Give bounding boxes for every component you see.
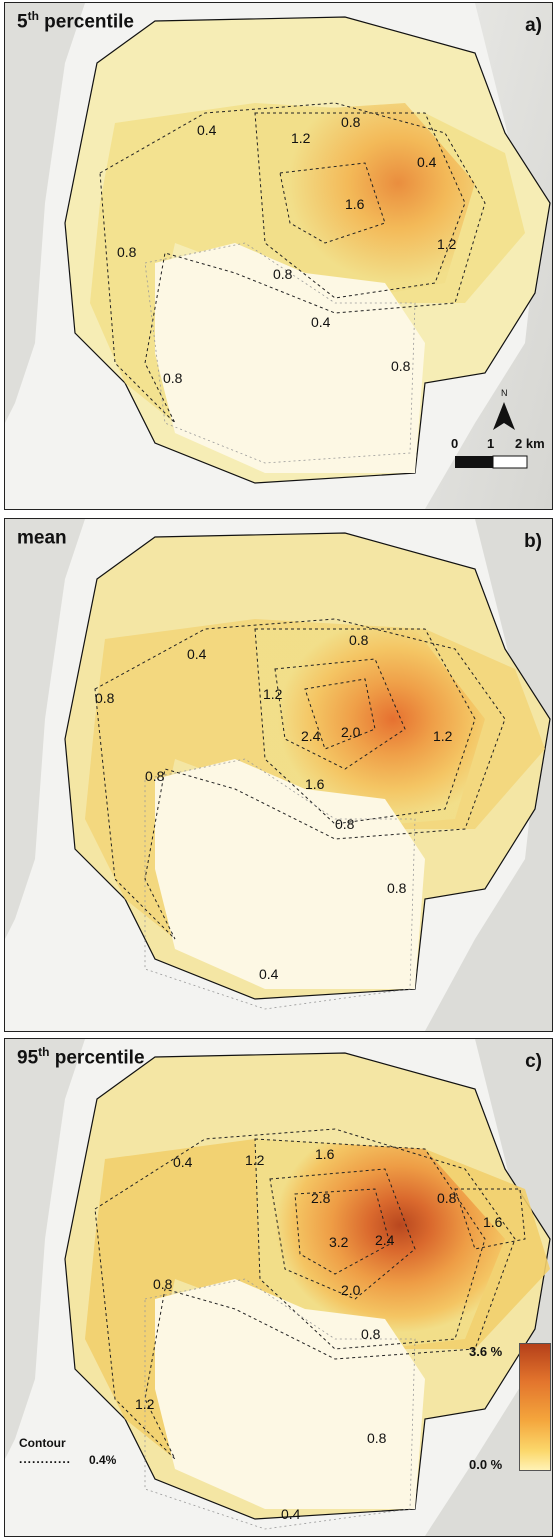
- contour-label: 2.4: [301, 728, 321, 744]
- risk-hotspot: [255, 103, 475, 303]
- bay-water: [155, 759, 425, 989]
- contour-label: 0.8: [387, 880, 407, 896]
- contour-label: 2.8: [311, 1190, 331, 1206]
- contour-label: 0.4: [281, 1506, 301, 1522]
- contour-label: 0.8: [391, 358, 411, 374]
- panel-a-title-main: 5: [17, 11, 28, 33]
- contour-label: 1.2: [437, 236, 457, 252]
- scale-bar: N 0 1 2 km: [449, 388, 549, 488]
- contour-label: 1.6: [483, 1214, 503, 1230]
- contour-lines: [99, 102, 486, 424]
- contour-label: 1.2: [433, 728, 453, 744]
- contour-legend-title: Contour: [19, 1436, 66, 1450]
- panel-c-title-sup: th: [38, 1045, 50, 1059]
- terrain-left: [5, 1039, 85, 1459]
- contour-label: 0.8: [335, 816, 355, 832]
- scale-tick-1: 1: [487, 436, 495, 451]
- panel-c-title-main: 95: [17, 1047, 39, 1069]
- contour-label: 0.4: [311, 314, 331, 330]
- contour-label: 0.8: [349, 632, 369, 648]
- bay-water: [155, 243, 425, 473]
- contour-label: 1.6: [305, 776, 325, 792]
- panel-a-letter: a): [525, 15, 542, 36]
- panel-b-title: mean: [17, 525, 67, 549]
- contour-label: 1.2: [135, 1396, 155, 1412]
- contour-lines: [94, 618, 506, 940]
- north-arrow-icon: [493, 402, 515, 430]
- contour-label: 0.8: [273, 266, 293, 282]
- contour-label: 0.8: [437, 1190, 457, 1206]
- north-label: N: [501, 388, 508, 398]
- contour-label: 0.8: [153, 1276, 173, 1292]
- contour-label: 1.2: [245, 1152, 265, 1168]
- panel-a-title-rest: percentile: [38, 11, 134, 33]
- panel-c-title-rest: percentile: [49, 1047, 145, 1069]
- terrain-left: [5, 3, 85, 423]
- panel-b-title-main: mean: [17, 527, 67, 549]
- contour-label: 0.8: [341, 114, 361, 130]
- terrain-left: [5, 519, 85, 939]
- map-panel-a: 0.4 1.2 0.8 0.4 1.6 0.8 1.2 0.8 0.4 0.8 …: [4, 2, 553, 510]
- panel-a-title: 5th percentile: [17, 9, 134, 33]
- panel-b-letter: b): [524, 531, 542, 552]
- contour-label: 2.0: [341, 724, 361, 740]
- contour-label: 3.2: [329, 1234, 349, 1250]
- scale-tick-0: 0: [451, 436, 459, 451]
- map-b-graphic: 0.4 0.8 1.2 0.8 2.4 2.0 1.2 0.8 1.6 0.8 …: [5, 519, 552, 1031]
- contour-label: 0.8: [95, 690, 115, 706]
- contour-label: 0.8: [361, 1326, 381, 1342]
- panel-a-title-sup: th: [27, 9, 39, 23]
- bay-water: [155, 1279, 425, 1509]
- legend-max-label: 3.6 %: [469, 1344, 503, 1359]
- contour-label: 0.4: [417, 154, 437, 170]
- contour-label: 1.2: [263, 686, 283, 702]
- legend-min-label: 0.0 %: [469, 1457, 503, 1472]
- contour-label: 2.0: [341, 1282, 361, 1298]
- contour-lines: [94, 1128, 526, 1460]
- scale-tick-2: 2 km: [515, 436, 545, 451]
- contour-label: 0.4: [197, 122, 217, 138]
- map-panel-c: 0.4 1.2 1.6 2.8 0.8 1.6 3.2 2.4 0.8 2.0 …: [4, 1038, 553, 1537]
- contour-labels: 0.4 1.2 0.8 0.4 1.6 0.8 1.2 0.8 0.4 0.8 …: [117, 114, 457, 386]
- contour-label: 2.4: [375, 1232, 395, 1248]
- map-panel-b-final-real: 0.4 0.8 1.2 0.8 2.4 2.0 1.2 0.8 1.6 0.8 …: [4, 518, 553, 1032]
- contour-label: 1.6: [345, 196, 365, 212]
- panel-c-letter: c): [525, 1051, 542, 1072]
- contour-label: 0.4: [173, 1154, 193, 1170]
- contour-legend-value: 0.4%: [89, 1453, 117, 1467]
- contour-label: 1.2: [291, 130, 311, 146]
- contour-label: 0.4: [259, 966, 279, 982]
- color-scale-legend: [519, 1343, 551, 1471]
- contour-label: 0.8: [145, 768, 165, 784]
- terrain-right: [425, 3, 552, 509]
- contour-labels: 0.4 1.2 1.6 2.8 0.8 1.6 3.2 2.4 0.8 2.0 …: [135, 1146, 503, 1522]
- panel-c-title: 95th percentile: [17, 1045, 145, 1069]
- contour-label: 0.8: [163, 370, 183, 386]
- risk-hotspot: [255, 629, 485, 829]
- contour-label: 0.8: [117, 244, 137, 260]
- contour-labels: 0.4 0.8 1.2 0.8 2.4 2.0 1.2 0.8 1.6 0.8 …: [95, 632, 453, 982]
- contour-label: 0.8: [367, 1430, 387, 1446]
- contour-label: 0.4: [187, 646, 207, 662]
- contour-legend-symbol: ............: [19, 1452, 72, 1466]
- risk-hotspot: [255, 1139, 505, 1354]
- terrain-right: [425, 519, 552, 1031]
- map-a-graphic: 0.4 1.2 0.8 0.4 1.6 0.8 1.2 0.8 0.4 0.8 …: [5, 3, 552, 509]
- contour-label: 1.6: [315, 1146, 335, 1162]
